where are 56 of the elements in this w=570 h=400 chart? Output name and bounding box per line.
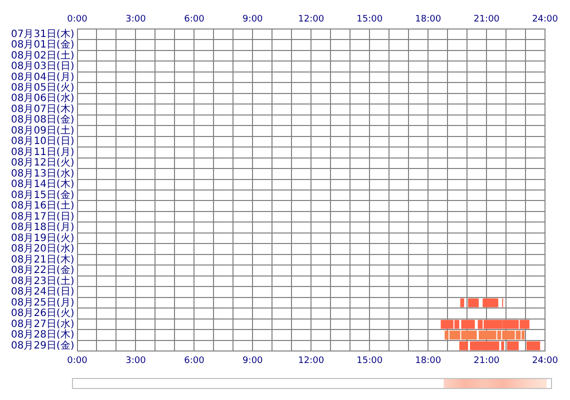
x-tick-label: 9:00 (242, 14, 264, 25)
y-tick-label: 08月29日(金) (10, 339, 74, 352)
x2-tick-label: 9:00 (242, 356, 264, 366)
y-tick-label: 08月10日(日) (10, 136, 74, 148)
x2-tick-label: 18:00 (415, 356, 442, 366)
x-tick-label: 12:00 (298, 14, 324, 25)
x-tick-label: 15:00 (356, 14, 383, 25)
y-tick-label: 07月31日(木) (10, 28, 74, 40)
y-tick-label: 08月11日(月) (10, 146, 74, 158)
y-tick-label: 08月06日(水) (10, 92, 74, 104)
x2-tick-label: 0:00 (67, 356, 88, 366)
y-tick-label: 08月17日(日) (10, 211, 74, 222)
bar (470, 341, 500, 350)
y-tick-label: 08月22日(金) (10, 264, 74, 276)
bar (468, 298, 479, 308)
y-tick-label: 08月26日(火) (10, 307, 74, 320)
bar (482, 298, 498, 308)
y-tick-label: 08月14日(木) (10, 178, 74, 190)
x-tick-label: 6:00 (184, 14, 205, 25)
x-tick-label: 21:00 (474, 14, 500, 25)
x-tick-label: 18:00 (415, 14, 442, 25)
x2-tick-label: 24:00 (532, 356, 558, 366)
bar (501, 341, 504, 350)
y-tick-label: 08月19日(火) (10, 232, 74, 244)
bar (526, 341, 540, 350)
y-tick-label: 08月12日(火) (10, 156, 74, 169)
y-tick-label: 08月02日(土) (10, 49, 74, 62)
y-tick-label: 08月16日(土) (10, 200, 74, 212)
y-tick-label: 08月28日(木) (10, 328, 74, 341)
y-tick-label: 08月04日(月) (10, 72, 74, 83)
y-tick-label: 08月08日(金) (10, 114, 74, 126)
y-tick-label: 08月05日(火) (10, 82, 74, 94)
bar (507, 341, 519, 350)
y-tick-label: 08月18日(月) (10, 222, 74, 234)
y-tick-label: 08月01日(金) (10, 38, 74, 51)
y-tick-label: 08月21日(木) (10, 253, 74, 266)
y-tick-label: 08月09日(土) (10, 124, 74, 136)
y-tick-label: 08月24日(日) (10, 286, 74, 298)
y-tick-label: 08月27日(水) (10, 318, 74, 330)
x2-tick-label: 21:00 (474, 356, 500, 366)
x-tick-label: 3:00 (126, 14, 146, 25)
x2-tick-label: 15:00 (356, 356, 383, 366)
x-tick-label: 24:00 (532, 14, 558, 25)
bar (459, 341, 468, 350)
y-tick-label: 08月15日(金) (10, 188, 74, 201)
y-tick-label: 08月07日(木) (10, 102, 74, 115)
y-tick-label: 08月13日(水) (10, 167, 74, 180)
y-tick-label: 08月23日(土) (10, 274, 74, 287)
x2-tick-label: 12:00 (298, 356, 324, 366)
x2-tick-label: 6:00 (184, 356, 205, 366)
x-tick-label: 0:00 (67, 14, 88, 25)
y-tick-label: 08月20日(水) (10, 242, 74, 255)
y-tick-label: 08月25日(月) (10, 297, 74, 308)
y-tick-label: 08月03日(日) (10, 61, 74, 72)
bar (460, 298, 464, 308)
x2-tick-label: 3:00 (126, 356, 146, 366)
